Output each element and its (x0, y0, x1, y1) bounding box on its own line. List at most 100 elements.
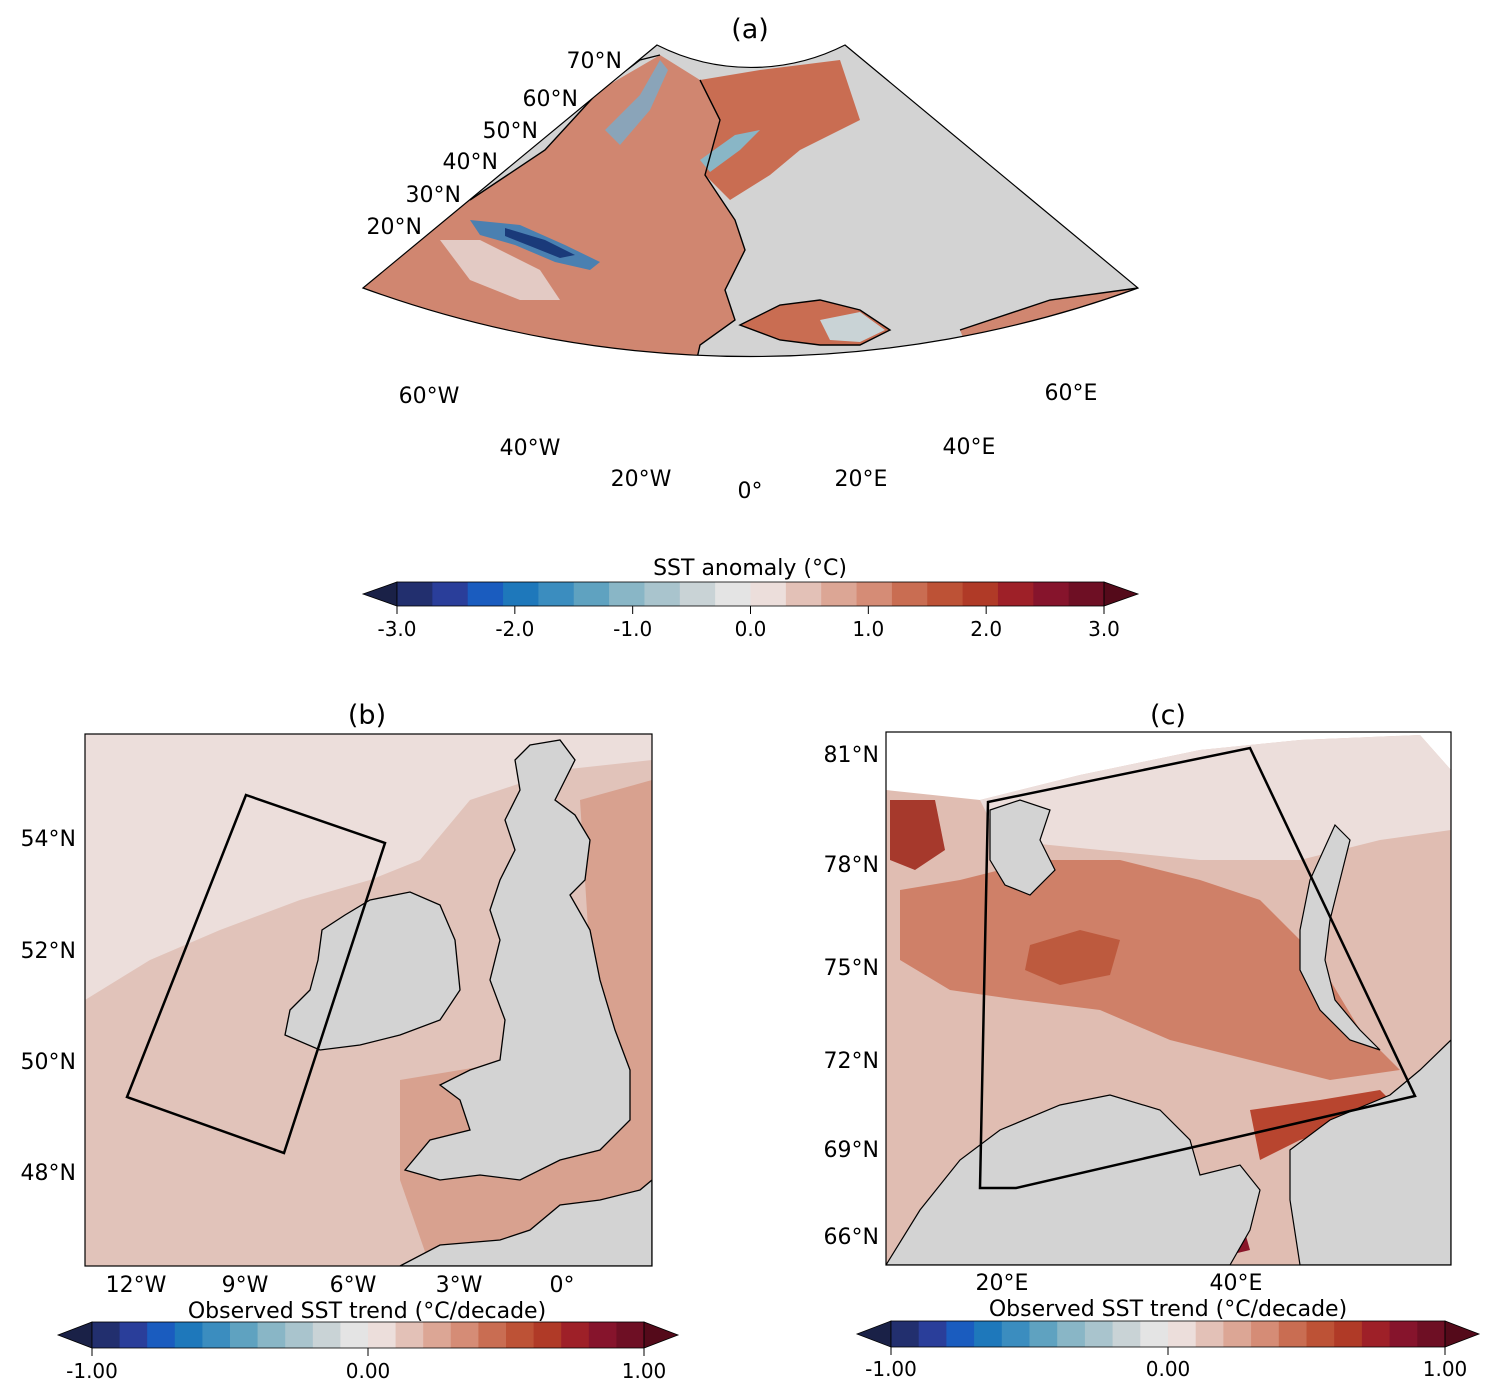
lat-label: 52°N (21, 939, 76, 964)
colorbar-tick-label: 0.00 (346, 1359, 391, 1383)
colorbar-segment (609, 582, 646, 606)
colorbar-segment (1306, 1321, 1335, 1347)
lon-label: 0° (738, 479, 763, 504)
colorbar-segment (1223, 1321, 1252, 1347)
colorbar-segment (1033, 582, 1070, 606)
panel-b-map (84, 733, 653, 1267)
colorbar-segment (918, 1321, 947, 1347)
panel-b-lon-labels: 12°W 9°W 6°W 3°W 0° (106, 1273, 575, 1298)
colorbar-extend-low (56, 1321, 93, 1349)
lat-label: 66°N (824, 1225, 879, 1250)
colorbar-tick-label: 1.00 (1423, 1357, 1468, 1381)
colorbar-extend-low (855, 1320, 892, 1348)
colorbar-segment (785, 582, 822, 606)
lat-label: 50°N (483, 119, 538, 144)
colorbar-segment (257, 1322, 286, 1348)
lon-label: 12°W (106, 1273, 167, 1298)
colorbar-segment (750, 582, 787, 606)
panel-c-mainland (886, 1094, 1261, 1265)
lon-label: 9°W (222, 1273, 269, 1298)
panel-a-labrador-cool (605, 60, 668, 145)
panel-c-lon-labels: 20°E 40°E (976, 1271, 1263, 1296)
lat-label: 78°N (824, 853, 879, 878)
lat-label: 50°N (21, 1050, 76, 1075)
colorbar-segment (230, 1322, 259, 1348)
lon-label: 3°W (436, 1273, 483, 1298)
colorbar-segment (503, 582, 539, 606)
panel-a-map-frame (361, 44, 1140, 358)
colorbar-segment (533, 1322, 562, 1348)
colorbar-segment (1084, 1321, 1114, 1347)
panel-b-lat-labels: 54°N 52°N 50°N 48°N (21, 827, 76, 1186)
colorbar-segment (644, 582, 681, 606)
colorbar-c (855, 1320, 1481, 1355)
colorbar-segment (561, 1322, 590, 1348)
colorbar-tick-label: -1.00 (865, 1357, 917, 1381)
colorbar-segment (588, 1322, 617, 1348)
colorbar-segment (1001, 1321, 1031, 1347)
colorbar-segment (506, 1322, 535, 1348)
panel-a-neutral-tongue (440, 240, 560, 300)
colorbar-segment (1140, 1321, 1169, 1347)
lon-label: 60°E (1045, 381, 1098, 406)
colorbar-segment (1112, 1321, 1141, 1347)
colorbar-tick-label: 0.00 (1146, 1357, 1191, 1381)
colorbar-segment (573, 582, 610, 606)
colorbar-segment (450, 1322, 479, 1348)
colorbar-segment (927, 582, 964, 606)
colorbar-c-label: Observed SST trend (°C/decade) (989, 1297, 1347, 1322)
lon-label: 40°E (1210, 1271, 1263, 1296)
colorbar-tick-label: 1.00 (622, 1359, 667, 1383)
lat-label: 48°N (21, 1161, 76, 1186)
colorbar-segment (891, 582, 928, 606)
panel-c-map-frame (885, 731, 1452, 1266)
colorbar-extend-low (361, 581, 398, 607)
colorbar-segment (1168, 1321, 1197, 1347)
colorbar-segment (1361, 1321, 1391, 1347)
colorbar-segment (974, 1321, 1003, 1347)
colorbar-extend-high (1444, 1320, 1481, 1348)
panel-b-study-region (125, 793, 387, 1155)
colorbar-segment (119, 1322, 148, 1348)
panel-a-coastlines (469, 54, 1138, 357)
colorbar-tick-label: 1.0 (852, 617, 884, 641)
colorbar-segment (397, 582, 433, 606)
colorbar-segment (147, 1322, 176, 1348)
colorbar-a-ticks: -3.0 -2.0 -1.0 0.0 1.0 2.0 3.0 (377, 617, 1119, 641)
colorbar-tick-label: -2.0 (495, 617, 534, 641)
panel-b-map-frame (84, 733, 653, 1267)
colorbar-extend-high (643, 1321, 680, 1349)
lon-label: 0° (550, 1273, 575, 1298)
colorbar-segment (1417, 1321, 1446, 1347)
colorbar-segment (395, 1322, 424, 1348)
panel-a-lat-labels: 70°N 60°N 50°N 40°N 30°N 20°N (367, 49, 622, 240)
panel-c-lat-labels: 81°N 78°N 75°N 72°N 69°N 66°N (824, 743, 879, 1250)
colorbar-segment (478, 1322, 507, 1348)
colorbar-tick-label: -1.00 (66, 1359, 118, 1383)
panel-c-study-region (978, 746, 1417, 1190)
lon-label: 20°E (976, 1271, 1029, 1296)
panel-c-barents-warm (900, 860, 1400, 1080)
colorbar-segment (423, 1322, 452, 1348)
lat-label: 81°N (824, 743, 879, 768)
panel-a-cold-core (505, 228, 575, 258)
panel-b-france (399, 1179, 652, 1266)
lat-label: 54°N (21, 827, 76, 852)
panel-c-title: (c) (1150, 700, 1186, 731)
lon-label: 40°E (943, 435, 996, 460)
colorbar-segment (856, 582, 893, 606)
colorbar-tick-label: 0.0 (735, 617, 767, 641)
colorbar-extend-high (1103, 581, 1140, 607)
colorbar-segment (821, 582, 858, 606)
colorbar-a-label: SST anomaly (°C) (653, 556, 847, 581)
colorbar-segment (891, 1321, 920, 1347)
panel-c-barents-core (1025, 930, 1120, 985)
colorbar-segment (962, 582, 999, 606)
panel-a-lon-labels: 60°W 40°W 20°W 0° 20°E 40°E 60°E (399, 381, 1098, 504)
panel-b-north-sea-high (580, 780, 652, 1266)
colorbar-segment (92, 1322, 121, 1348)
colorbar-segment (946, 1321, 975, 1347)
panel-a-nordic-seas (700, 60, 860, 200)
lon-label: 20°W (611, 467, 672, 492)
